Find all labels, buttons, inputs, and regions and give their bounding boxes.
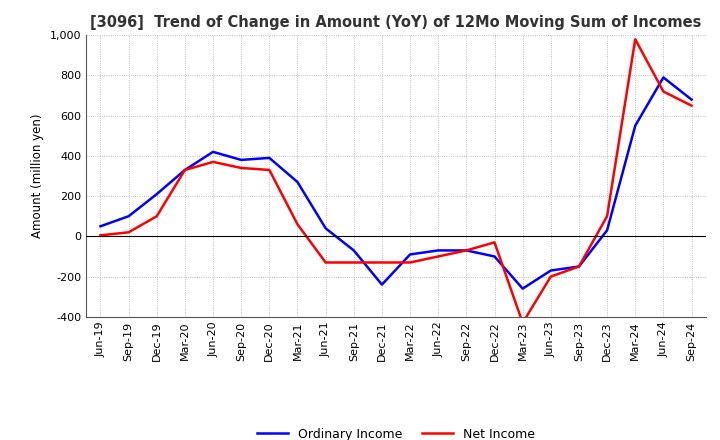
Net Income <box>603 213 611 219</box>
Ordinary Income <box>125 213 133 219</box>
Net Income <box>96 233 105 238</box>
Ordinary Income <box>349 248 358 253</box>
Y-axis label: Amount (million yen): Amount (million yen) <box>32 114 45 238</box>
Net Income <box>125 230 133 235</box>
Ordinary Income <box>153 191 161 197</box>
Net Income <box>293 222 302 227</box>
Ordinary Income <box>687 97 696 102</box>
Ordinary Income <box>293 180 302 185</box>
Net Income <box>462 248 471 253</box>
Ordinary Income <box>321 226 330 231</box>
Ordinary Income <box>209 149 217 154</box>
Ordinary Income <box>575 264 583 269</box>
Net Income <box>575 264 583 269</box>
Net Income <box>377 260 386 265</box>
Net Income <box>687 103 696 108</box>
Ordinary Income <box>181 167 189 172</box>
Net Income <box>153 213 161 219</box>
Line: Net Income: Net Income <box>101 39 691 323</box>
Net Income <box>321 260 330 265</box>
Net Income <box>349 260 358 265</box>
Net Income <box>546 274 555 279</box>
Net Income <box>406 260 415 265</box>
Legend: Ordinary Income, Net Income: Ordinary Income, Net Income <box>252 423 540 440</box>
Net Income <box>209 159 217 165</box>
Ordinary Income <box>462 248 471 253</box>
Title: [3096]  Trend of Change in Amount (YoY) of 12Mo Moving Sum of Incomes: [3096] Trend of Change in Amount (YoY) o… <box>90 15 702 30</box>
Net Income <box>181 167 189 172</box>
Ordinary Income <box>237 157 246 162</box>
Line: Ordinary Income: Ordinary Income <box>101 77 691 289</box>
Ordinary Income <box>659 75 667 80</box>
Ordinary Income <box>631 123 639 128</box>
Ordinary Income <box>265 155 274 161</box>
Ordinary Income <box>377 282 386 287</box>
Ordinary Income <box>434 248 443 253</box>
Ordinary Income <box>546 268 555 273</box>
Net Income <box>631 37 639 42</box>
Ordinary Income <box>518 286 527 291</box>
Net Income <box>265 167 274 172</box>
Ordinary Income <box>490 254 499 259</box>
Net Income <box>237 165 246 171</box>
Net Income <box>518 320 527 326</box>
Ordinary Income <box>603 227 611 233</box>
Net Income <box>659 89 667 94</box>
Net Income <box>434 254 443 259</box>
Net Income <box>490 240 499 245</box>
Ordinary Income <box>96 224 105 229</box>
Ordinary Income <box>406 252 415 257</box>
